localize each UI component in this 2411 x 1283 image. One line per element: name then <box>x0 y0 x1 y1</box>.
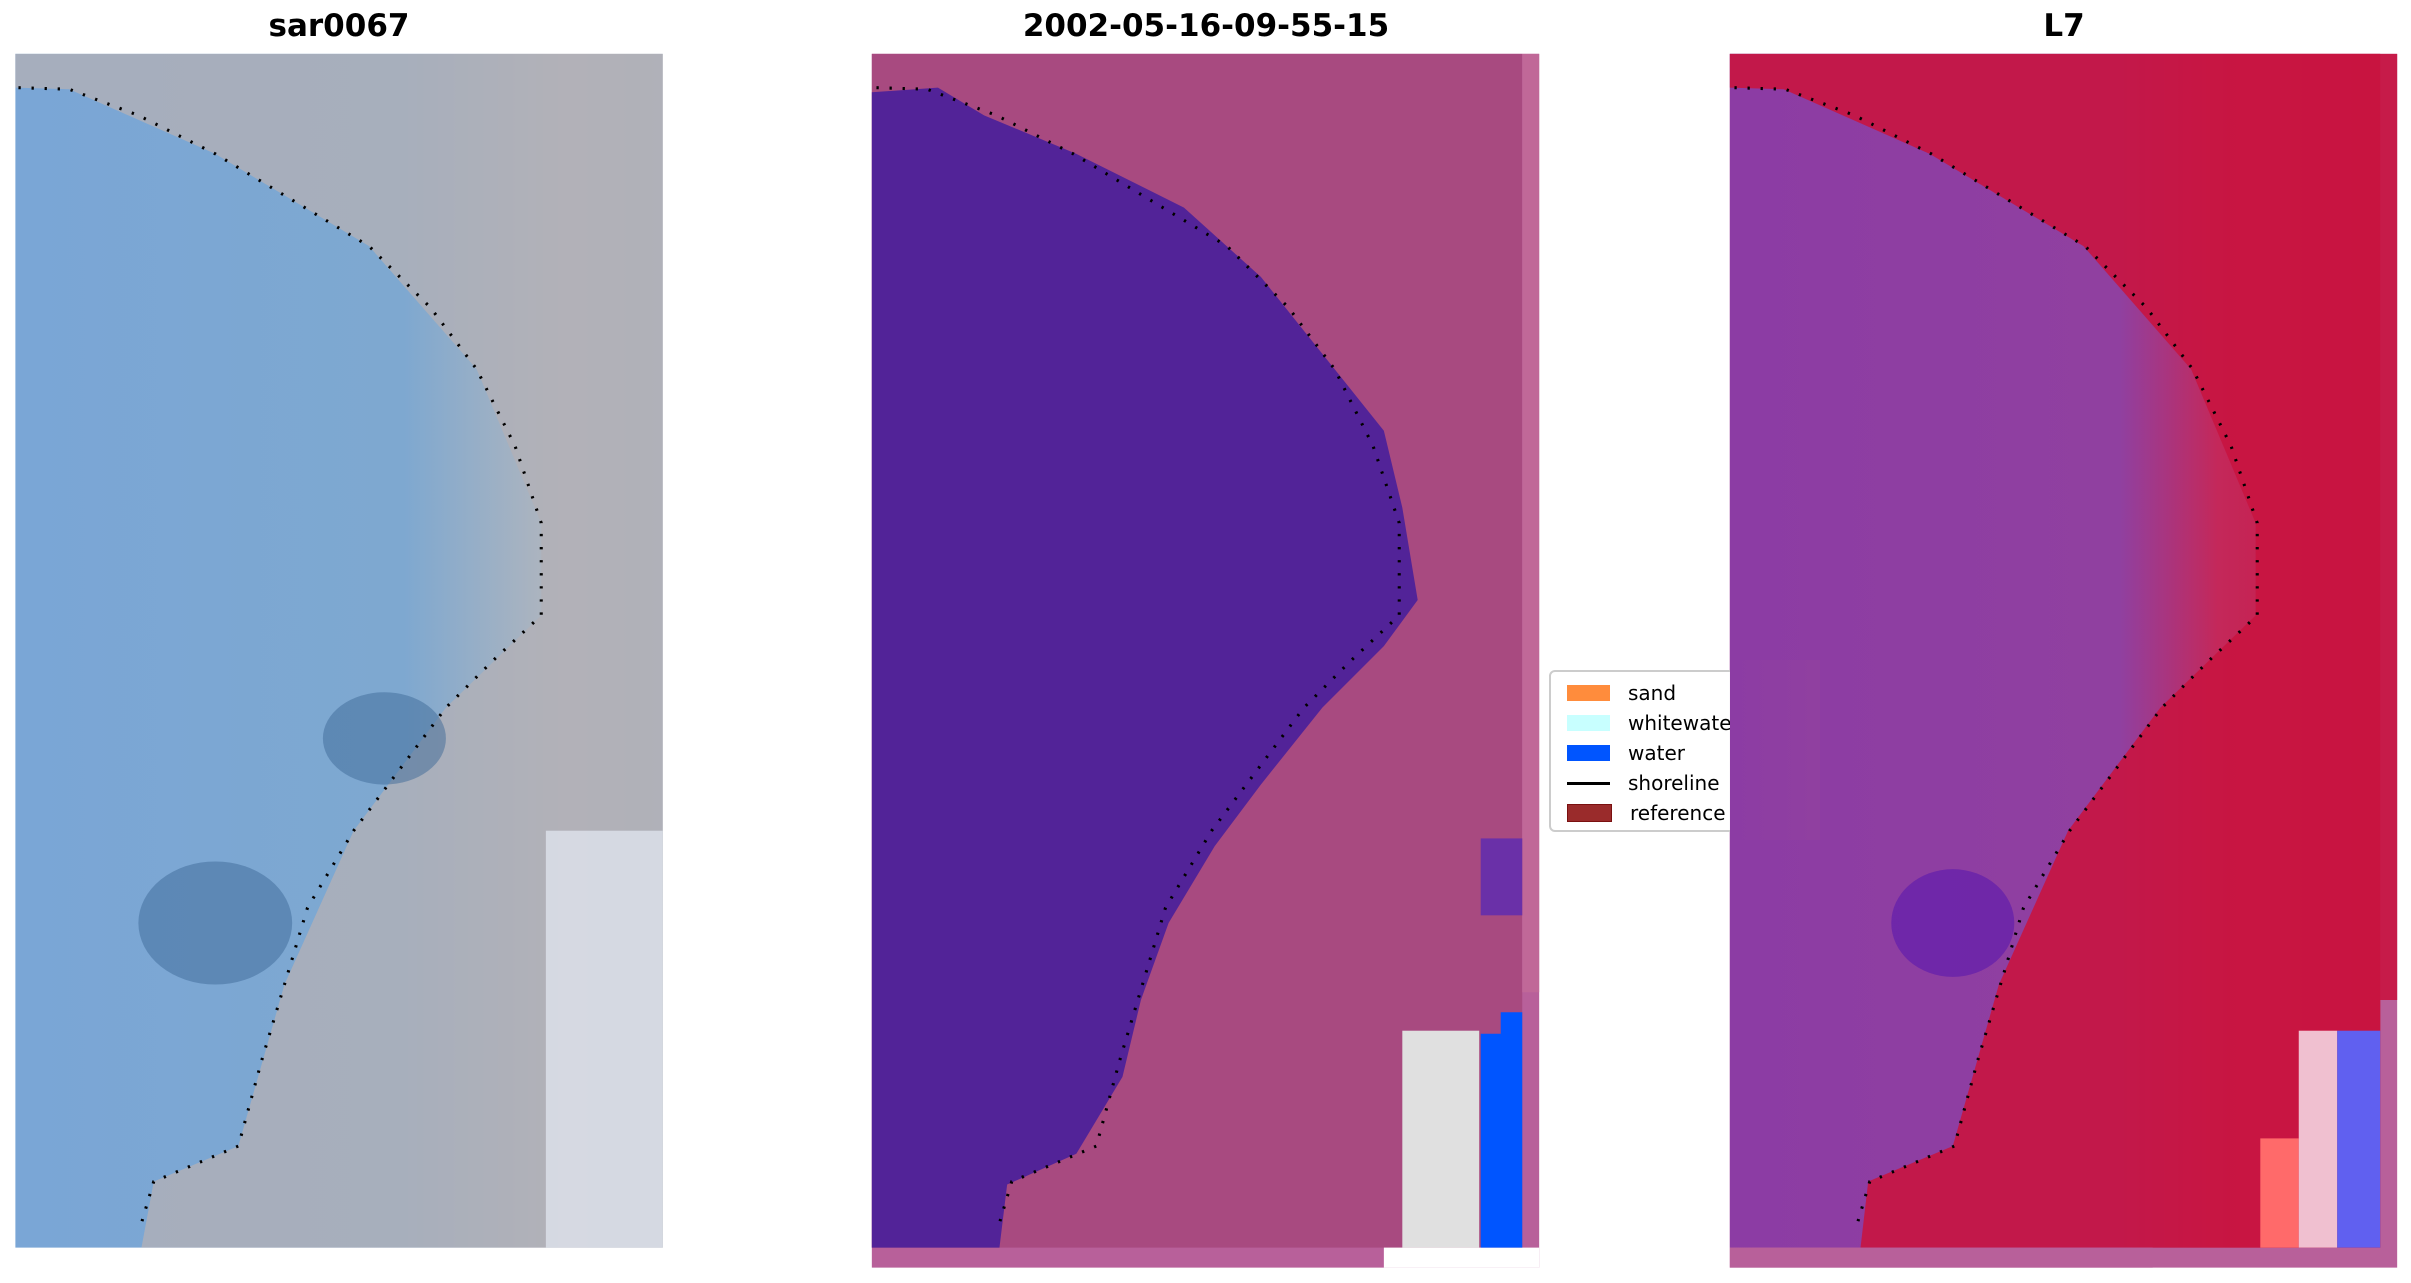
legend-label: reference s <box>1630 801 1743 825</box>
sar-image <box>15 53 663 1248</box>
legend-item-whitewater: whitewater <box>1567 710 1740 736</box>
sand-swatch <box>1567 685 1610 701</box>
legend-label: whitewater <box>1628 711 1740 735</box>
whitewater-swatch <box>1567 715 1610 731</box>
shoreline-swatch <box>1567 781 1610 785</box>
legend-item-shoreline: shoreline <box>1567 770 1720 796</box>
panel-title-l7: L7 <box>2043 8 2085 44</box>
reference-swatch <box>1567 804 1612 822</box>
legend-label: sand <box>1628 681 1677 705</box>
classified-image <box>871 53 1540 1268</box>
water-swatch <box>1567 745 1610 761</box>
legend-item-sand: sand <box>1567 680 1676 706</box>
panel-title-sar: sar0067 <box>268 8 410 44</box>
legend-item-reference: reference s <box>1567 800 1742 826</box>
water-class-region <box>871 87 1418 1248</box>
water-pixels <box>1480 1012 1523 1248</box>
legend-label: shoreline <box>1628 771 1720 795</box>
legend-label: water <box>1628 741 1685 765</box>
l7-image <box>1729 53 2398 1268</box>
l7-image-edge <box>1730 660 1820 840</box>
legend-item-water: water <box>1567 740 1685 766</box>
panel-title-date: 2002-05-16-09-55-15 <box>1022 8 1390 44</box>
